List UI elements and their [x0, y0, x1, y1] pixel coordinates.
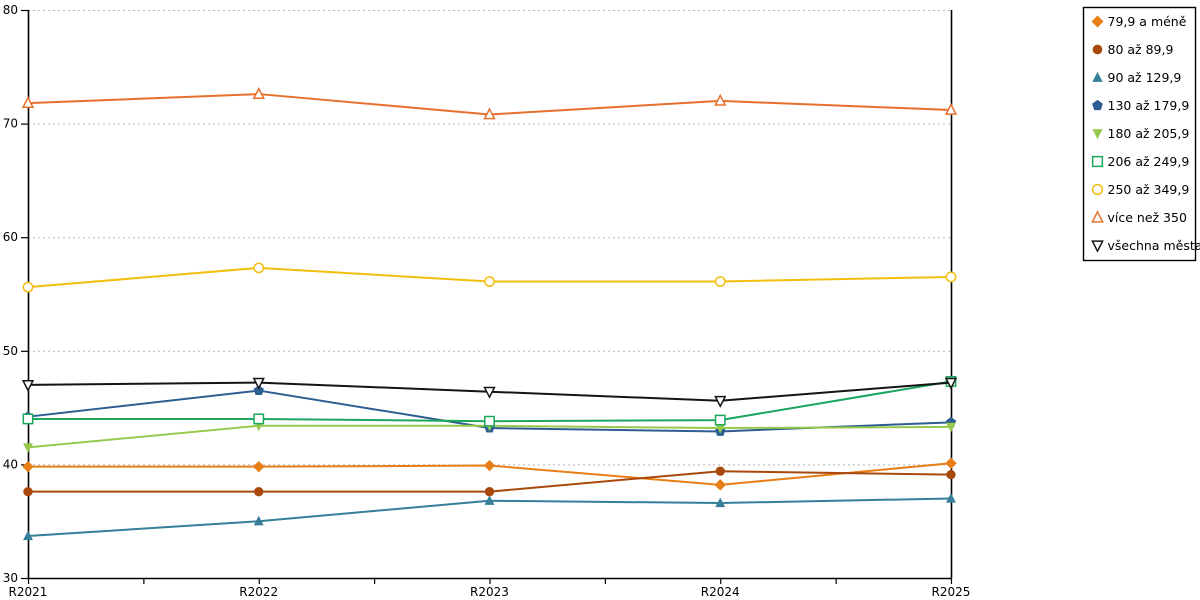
- series-3: [23, 493, 956, 541]
- legend-triangle-down-icon: [1091, 240, 1104, 253]
- circle-marker-icon: [254, 486, 264, 497]
- legend-item-1: 79,9 a méně: [1091, 14, 1187, 29]
- x-tick-label-R2022: R2022: [239, 585, 278, 599]
- legend-circle-icon: [1091, 183, 1104, 196]
- legend-label: 180 až 205,9: [1108, 126, 1190, 141]
- square-marker-icon: [484, 415, 495, 427]
- triangle-down-marker-icon: [252, 377, 265, 390]
- triangle-down-marker-icon: [21, 379, 35, 392]
- series-2: [23, 466, 956, 497]
- triangle-up-marker-icon: [946, 493, 956, 503]
- legend-item-6: 206 až 249,9: [1091, 154, 1190, 169]
- diamond-marker-icon: [253, 460, 265, 473]
- circle-marker-icon: [946, 469, 956, 480]
- legend-triangle-up-icon: [1092, 71, 1103, 82]
- square-marker-icon: [714, 414, 726, 426]
- legend-label: 206 až 249,9: [1108, 154, 1190, 169]
- legend-circle-icon: [1092, 44, 1103, 55]
- triangle-up-marker-icon: [484, 495, 495, 505]
- square-marker-icon: [22, 413, 34, 425]
- diamond-marker-icon: [22, 460, 34, 473]
- series-8: [21, 86, 958, 120]
- x-tick-label-R2024: R2024: [701, 585, 740, 599]
- y-tick-label-80: 80: [3, 3, 18, 17]
- circle-marker-icon: [484, 486, 495, 497]
- legend-item-7: 250 až 349,9: [1091, 182, 1190, 197]
- legend-label: 90 až 129,9: [1108, 70, 1182, 85]
- legend-label: 130 až 179,9: [1108, 98, 1190, 113]
- legend-triangle-up-icon: [1091, 210, 1104, 223]
- circle-marker-icon: [23, 486, 33, 497]
- series-7: [22, 262, 957, 293]
- legend-pentagon-icon: [1092, 99, 1103, 111]
- triangle-down-marker-icon: [946, 422, 956, 433]
- legend: 79,9 a méně 80 až 89,9 90 až 129,9 130 až 1…: [1082, 6, 1200, 262]
- legend-label: všechna města: [1108, 238, 1200, 253]
- triangle-up-marker-icon: [715, 497, 726, 508]
- circle-marker-icon: [715, 466, 725, 476]
- triangle-up-marker-icon: [252, 86, 265, 99]
- series-1: [22, 457, 957, 491]
- triangle-down-marker-icon: [23, 443, 33, 453]
- legend-item-8: více než 350: [1091, 210, 1187, 225]
- legend-item-4: 130 až 179,9: [1092, 98, 1189, 113]
- legend-square-icon: [1091, 155, 1104, 168]
- triangle-up-marker-icon: [944, 102, 958, 115]
- triangle-up-marker-icon: [23, 530, 33, 541]
- pentagon-marker-icon: [253, 385, 264, 395]
- diamond-marker-icon: [483, 459, 496, 472]
- legend-label: více než 350: [1108, 210, 1187, 225]
- y-tick-label-70: 70: [3, 117, 18, 131]
- legend-triangle-down-icon: [1092, 129, 1103, 140]
- circle-marker-icon: [22, 281, 34, 293]
- triangle-down-marker-icon: [944, 377, 958, 390]
- diamond-marker-icon: [714, 479, 726, 491]
- series-9: [21, 377, 958, 408]
- triangle-down-marker-icon: [483, 386, 496, 399]
- triangle-up-marker-icon: [253, 515, 264, 526]
- x-tick-label-R2025: R2025: [932, 585, 971, 599]
- triangle-up-marker-icon: [21, 96, 35, 109]
- y-tick-label-50: 50: [3, 344, 18, 358]
- circle-marker-icon: [714, 276, 726, 287]
- y-tick-label-60: 60: [3, 230, 18, 244]
- diamond-marker-icon: [945, 457, 957, 469]
- circle-marker-icon: [253, 262, 265, 274]
- legend-item-2: 80 až 89,9: [1092, 42, 1174, 57]
- legend-label: 79,9 a méně: [1108, 14, 1187, 29]
- y-tick-label-30: 30: [3, 571, 18, 585]
- circle-marker-icon: [945, 271, 957, 283]
- triangle-up-marker-icon: [483, 107, 496, 120]
- legend-item-3: 90 až 129,9: [1092, 70, 1181, 85]
- triangle-down-marker-icon: [715, 423, 726, 434]
- legend-label: 80 až 89,9: [1108, 42, 1174, 57]
- circle-marker-icon: [484, 276, 495, 287]
- square-marker-icon: [253, 413, 265, 425]
- axes: 30 40 50 60 70 80 R2021 R2022 R2023 R2024 R2025: [3, 3, 971, 599]
- y-tick-label-40: 40: [3, 457, 18, 471]
- x-tick-label-R2021: R2021: [9, 585, 48, 599]
- legend-item-9: všechna města: [1091, 238, 1200, 253]
- triangle-up-marker-icon: [714, 93, 727, 106]
- legend-diamond-icon: [1091, 15, 1104, 28]
- triangle-down-marker-icon: [714, 395, 727, 408]
- legend-item-5: 180 až 205,9: [1092, 126, 1189, 141]
- legend-label: 250 až 349,9: [1108, 182, 1190, 197]
- x-tick-label-R2023: R2023: [470, 585, 509, 599]
